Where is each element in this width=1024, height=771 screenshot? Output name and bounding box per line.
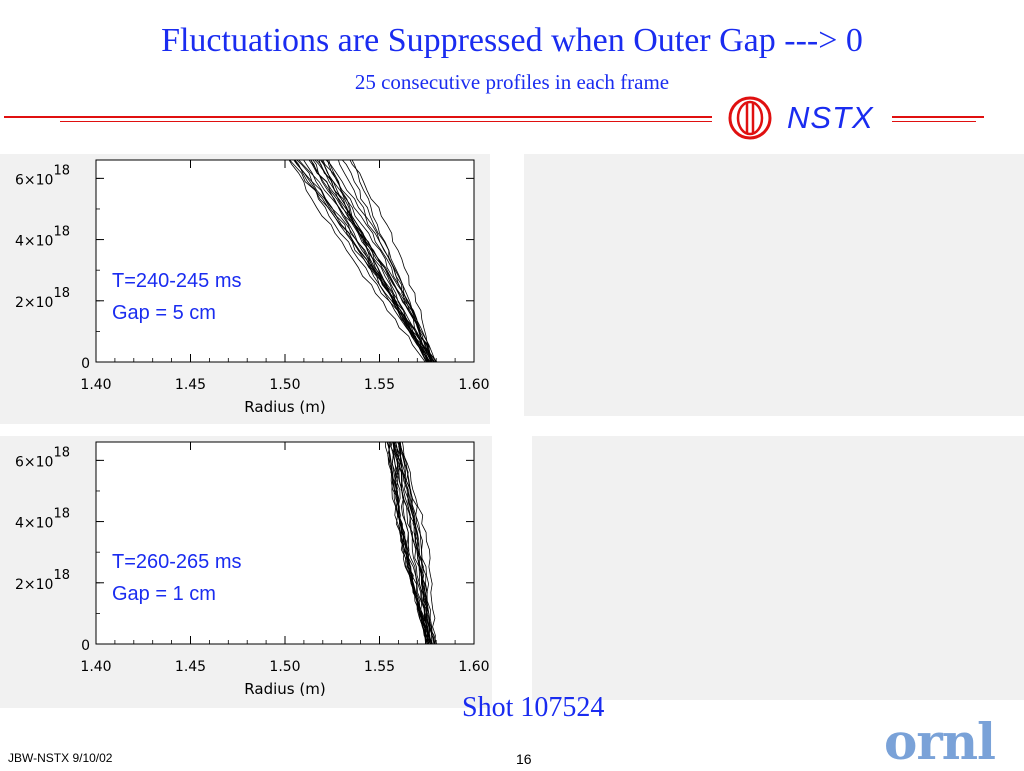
gap-label: Gap = 5 cm <box>112 302 216 324</box>
y-tick-label: 6×1018 <box>15 163 70 188</box>
x-tick-label: 1.50 <box>269 659 300 675</box>
x-tick-label: 1.45 <box>175 377 206 393</box>
plot-panel-1: 1.40 1.45 1.50 1.55 1.60 Radius (m) 0 2×1018 4×1… <box>0 154 490 424</box>
profile-line <box>393 442 426 644</box>
x-axis-label: Radius (m) <box>244 398 325 416</box>
nstx-logo-icon <box>728 96 772 140</box>
profile-line <box>296 160 428 362</box>
profile-line <box>288 160 426 362</box>
shot-number: Shot 107524 <box>462 692 605 723</box>
profile-line <box>398 442 431 644</box>
x-tick-label: 1.60 <box>458 377 489 393</box>
profile-line <box>319 160 433 362</box>
y-tick-mantissa: 4×10 <box>15 516 53 532</box>
plot-frame <box>95 441 475 645</box>
profile-line <box>328 160 432 362</box>
y-tick-mantissa: 6×10 <box>15 454 53 470</box>
nstx-logo-text: NSTX <box>787 100 874 135</box>
profile-line <box>316 160 431 362</box>
y-tick-exponent: 18 <box>53 163 70 178</box>
profile-line <box>396 442 436 644</box>
profile-line <box>395 442 430 644</box>
y-tick-label: 0 <box>81 638 90 654</box>
header-rule-left <box>4 116 712 118</box>
x-axis-label: Radius (m) <box>244 680 325 698</box>
y-tick-label: 6×1018 <box>15 445 70 470</box>
x-tick-label: 1.55 <box>364 377 395 393</box>
profile-lines <box>288 160 438 362</box>
y-tick-mantissa: 2×10 <box>15 295 53 311</box>
y-tick-mantissa: 4×10 <box>15 234 53 250</box>
x-tick-label: 1.55 <box>364 659 395 675</box>
header-rule-right-thin <box>892 121 976 122</box>
profile-line <box>398 442 436 644</box>
profile-line <box>298 160 437 362</box>
y-tick-label: 2×1018 <box>15 286 70 311</box>
y-tick-mantissa: 0 <box>81 356 90 372</box>
y-tick-label: 4×1018 <box>15 225 70 250</box>
y-tick-exponent: 18 <box>53 225 70 240</box>
y-tick-label: 4×1018 <box>15 507 70 532</box>
footer-author-date: JBW-NSTX 9/10/02 <box>8 751 113 765</box>
time-window-label: T=240-245 ms <box>112 270 242 292</box>
profile-line <box>392 442 435 644</box>
y-tick-label: 0 <box>81 356 90 372</box>
profile-line <box>399 442 429 644</box>
y-tick-mantissa: 6×10 <box>15 172 53 188</box>
profile-line <box>390 442 432 644</box>
y-tick-exponent: 18 <box>53 568 70 583</box>
profile-lines <box>384 442 437 644</box>
x-tick-label: 1.50 <box>269 377 300 393</box>
y-tick-mantissa: 0 <box>81 638 90 654</box>
y-tick-mantissa: 2×10 <box>15 577 53 593</box>
header-rule-left-thin <box>60 121 712 122</box>
y-tick-exponent: 18 <box>53 445 70 460</box>
profile-line <box>386 442 427 644</box>
plot-frame <box>95 159 475 363</box>
gap-label: Gap = 1 cm <box>112 583 216 605</box>
profile-line <box>388 442 433 644</box>
y-tick-exponent: 18 <box>53 507 70 522</box>
profile-line <box>351 160 435 362</box>
slide-subtitle: 25 consecutive profiles in each frame <box>354 70 670 94</box>
profile-line <box>349 160 435 362</box>
plot-panel-3: 1.40 1.45 1.50 1.55 1.60 Radius (m) 0 2×1018 4×1… <box>0 436 492 708</box>
y-tick-exponent: 18 <box>53 286 70 301</box>
profile-line <box>293 160 431 362</box>
x-tick-label: 1.40 <box>80 659 111 675</box>
profile-line <box>322 160 429 362</box>
x-tick-label: 1.60 <box>458 659 489 675</box>
x-tick-label: 1.40 <box>80 377 111 393</box>
header-rule-right <box>892 116 984 118</box>
y-tick-label: 2×1018 <box>15 568 70 593</box>
profile-line <box>338 160 433 362</box>
ornl-logo: ornl <box>884 712 996 771</box>
time-window-label: T=260-265 ms <box>112 551 242 573</box>
slide-title: Fluctuations are Suppressed when Outer G… <box>161 22 863 59</box>
page-number: 16 <box>516 751 532 767</box>
profile-line <box>294 160 438 362</box>
x-tick-label: 1.45 <box>175 659 206 675</box>
